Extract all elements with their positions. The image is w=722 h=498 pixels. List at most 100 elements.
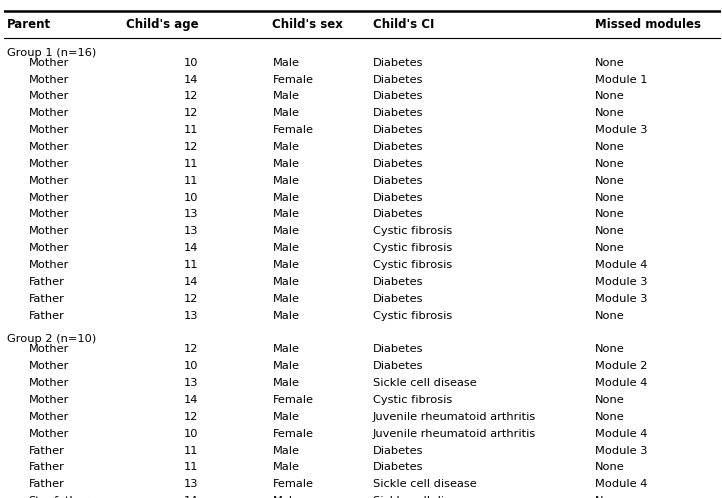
Text: None: None bbox=[595, 210, 625, 220]
Text: Male: Male bbox=[272, 91, 300, 102]
Text: Father: Father bbox=[29, 479, 64, 489]
Text: Male: Male bbox=[272, 378, 300, 388]
Text: Father: Father bbox=[29, 294, 64, 304]
Text: Male: Male bbox=[272, 361, 300, 371]
Text: Father: Father bbox=[29, 277, 64, 287]
Text: Male: Male bbox=[272, 277, 300, 287]
Text: 13: 13 bbox=[184, 226, 199, 236]
Text: Diabetes: Diabetes bbox=[373, 159, 423, 169]
Text: Mother: Mother bbox=[29, 176, 69, 186]
Text: None: None bbox=[595, 159, 625, 169]
Text: Cystic fibrosis: Cystic fibrosis bbox=[373, 226, 452, 236]
Text: Diabetes: Diabetes bbox=[373, 176, 423, 186]
Text: None: None bbox=[595, 243, 625, 253]
Text: Module 3: Module 3 bbox=[595, 277, 648, 287]
Text: Module 4: Module 4 bbox=[595, 378, 648, 388]
Text: 11: 11 bbox=[184, 159, 199, 169]
Text: Stepfather: Stepfather bbox=[29, 496, 90, 498]
Text: Male: Male bbox=[272, 159, 300, 169]
Text: Male: Male bbox=[272, 294, 300, 304]
Text: Child's age: Child's age bbox=[126, 18, 199, 31]
Text: Male: Male bbox=[272, 210, 300, 220]
Text: Diabetes: Diabetes bbox=[373, 58, 423, 68]
Text: Mother: Mother bbox=[29, 243, 69, 253]
Text: Mother: Mother bbox=[29, 429, 69, 439]
Text: Mother: Mother bbox=[29, 108, 69, 118]
Text: Module 1: Module 1 bbox=[595, 75, 648, 85]
Text: Module 4: Module 4 bbox=[595, 479, 648, 489]
Text: Module 3: Module 3 bbox=[595, 125, 648, 135]
Text: 14: 14 bbox=[184, 243, 199, 253]
Text: None: None bbox=[595, 142, 625, 152]
Text: 12: 12 bbox=[184, 142, 199, 152]
Text: Male: Male bbox=[272, 462, 300, 473]
Text: Group 1 (n=16): Group 1 (n=16) bbox=[7, 48, 97, 58]
Text: Diabetes: Diabetes bbox=[373, 462, 423, 473]
Text: 12: 12 bbox=[184, 91, 199, 102]
Text: Male: Male bbox=[272, 344, 300, 355]
Text: Male: Male bbox=[272, 58, 300, 68]
Text: Module 4: Module 4 bbox=[595, 429, 648, 439]
Text: 14: 14 bbox=[184, 277, 199, 287]
Text: None: None bbox=[595, 226, 625, 236]
Text: Sickle cell disease: Sickle cell disease bbox=[373, 378, 477, 388]
Text: Child's CI: Child's CI bbox=[373, 18, 434, 31]
Text: Cystic fibrosis: Cystic fibrosis bbox=[373, 395, 452, 405]
Text: Mother: Mother bbox=[29, 412, 69, 422]
Text: None: None bbox=[595, 58, 625, 68]
Text: Diabetes: Diabetes bbox=[373, 210, 423, 220]
Text: Male: Male bbox=[272, 412, 300, 422]
Text: Mother: Mother bbox=[29, 58, 69, 68]
Text: 14: 14 bbox=[184, 496, 199, 498]
Text: 11: 11 bbox=[184, 462, 199, 473]
Text: Male: Male bbox=[272, 193, 300, 203]
Text: Mother: Mother bbox=[29, 193, 69, 203]
Text: Group 2 (n=10): Group 2 (n=10) bbox=[7, 334, 97, 344]
Text: Female: Female bbox=[272, 429, 313, 439]
Text: Sickle cell disease: Sickle cell disease bbox=[373, 496, 477, 498]
Text: Juvenile rheumatoid arthritis: Juvenile rheumatoid arthritis bbox=[373, 429, 536, 439]
Text: Female: Female bbox=[272, 395, 313, 405]
Text: Juvenile rheumatoid arthritis: Juvenile rheumatoid arthritis bbox=[373, 412, 536, 422]
Text: Male: Male bbox=[272, 311, 300, 321]
Text: Mother: Mother bbox=[29, 226, 69, 236]
Text: Female: Female bbox=[272, 479, 313, 489]
Text: Male: Male bbox=[272, 260, 300, 270]
Text: 10: 10 bbox=[184, 361, 199, 371]
Text: None: None bbox=[595, 311, 625, 321]
Text: Diabetes: Diabetes bbox=[373, 75, 423, 85]
Text: Module 3: Module 3 bbox=[595, 294, 648, 304]
Text: 12: 12 bbox=[184, 108, 199, 118]
Text: Diabetes: Diabetes bbox=[373, 344, 423, 355]
Text: Mother: Mother bbox=[29, 91, 69, 102]
Text: Diabetes: Diabetes bbox=[373, 294, 423, 304]
Text: Male: Male bbox=[272, 226, 300, 236]
Text: Diabetes: Diabetes bbox=[373, 446, 423, 456]
Text: Male: Male bbox=[272, 176, 300, 186]
Text: 11: 11 bbox=[184, 446, 199, 456]
Text: Child's sex: Child's sex bbox=[272, 18, 344, 31]
Text: Male: Male bbox=[272, 108, 300, 118]
Text: 13: 13 bbox=[184, 311, 199, 321]
Text: 14: 14 bbox=[184, 395, 199, 405]
Text: Diabetes: Diabetes bbox=[373, 91, 423, 102]
Text: Father: Father bbox=[29, 311, 64, 321]
Text: Diabetes: Diabetes bbox=[373, 193, 423, 203]
Text: Diabetes: Diabetes bbox=[373, 277, 423, 287]
Text: Mother: Mother bbox=[29, 125, 69, 135]
Text: Male: Male bbox=[272, 142, 300, 152]
Text: Male: Male bbox=[272, 496, 300, 498]
Text: Cystic fibrosis: Cystic fibrosis bbox=[373, 243, 452, 253]
Text: Module 4: Module 4 bbox=[595, 260, 648, 270]
Text: 12: 12 bbox=[184, 294, 199, 304]
Text: Mother: Mother bbox=[29, 142, 69, 152]
Text: Father: Father bbox=[29, 446, 64, 456]
Text: None: None bbox=[595, 344, 625, 355]
Text: None: None bbox=[595, 496, 625, 498]
Text: Cystic fibrosis: Cystic fibrosis bbox=[373, 311, 452, 321]
Text: 13: 13 bbox=[184, 378, 199, 388]
Text: Diabetes: Diabetes bbox=[373, 361, 423, 371]
Text: Mother: Mother bbox=[29, 361, 69, 371]
Text: None: None bbox=[595, 108, 625, 118]
Text: None: None bbox=[595, 91, 625, 102]
